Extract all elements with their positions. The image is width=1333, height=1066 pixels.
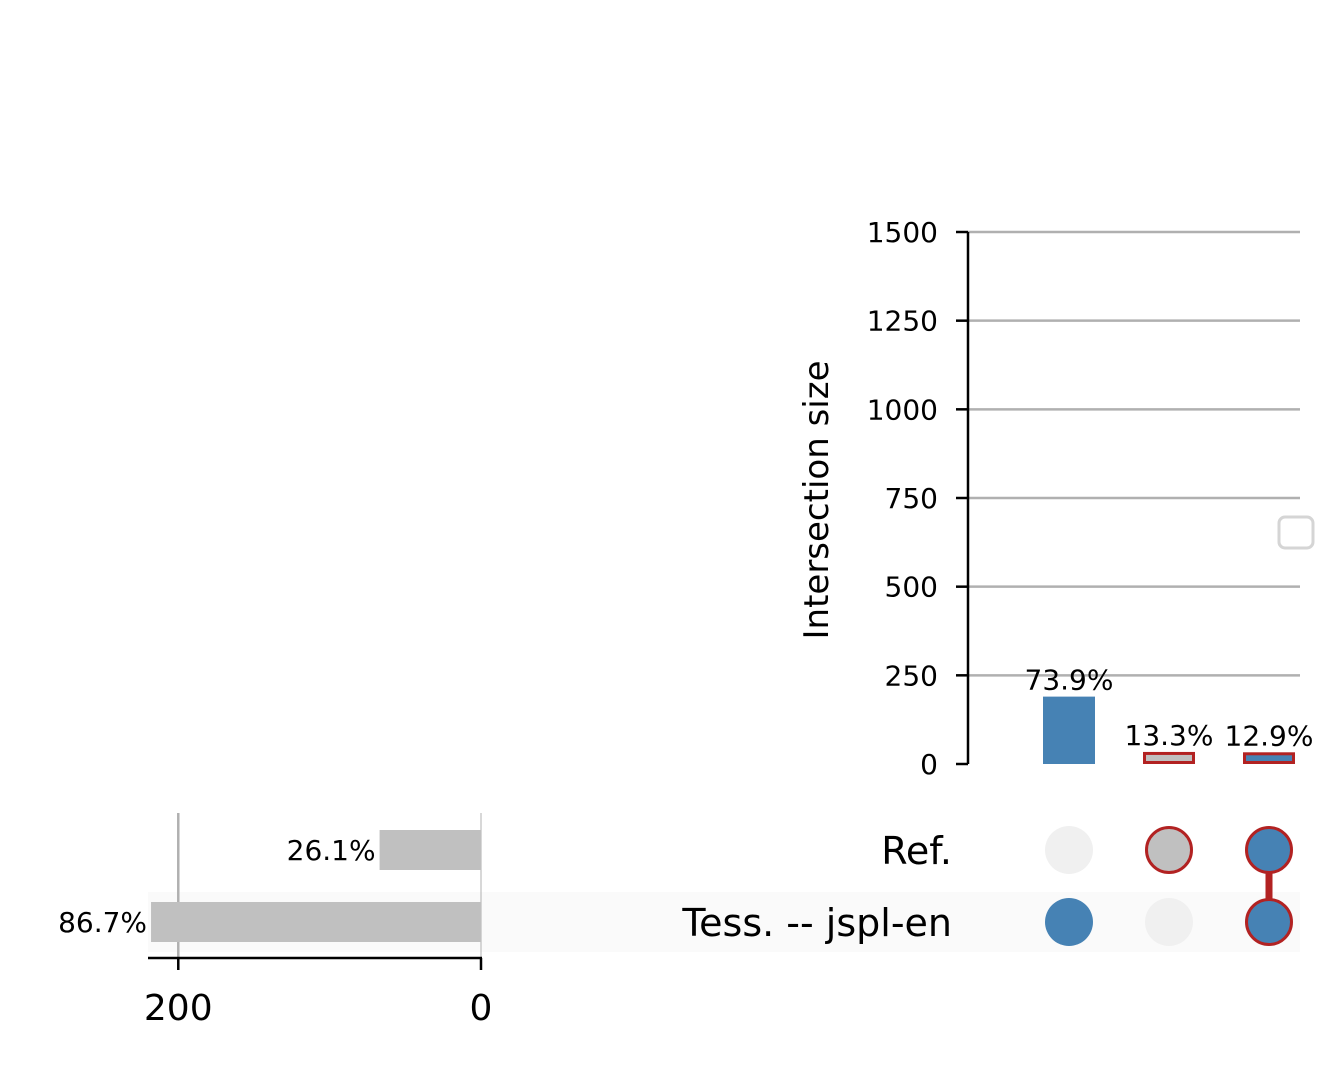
matrix-dot-active <box>1045 898 1093 946</box>
y-tick-label: 750 <box>885 482 938 515</box>
y-tick-label: 1250 <box>867 305 938 338</box>
matrix-dot-active <box>1245 898 1293 946</box>
matrix-dot-active <box>1245 826 1293 874</box>
set-name-label: Ref. <box>881 829 952 873</box>
y-axis-label: Intersection size <box>797 361 837 640</box>
set-size-label: 86.7% <box>58 906 147 939</box>
y-tick-label: 500 <box>885 571 938 604</box>
legend-box <box>1277 515 1315 550</box>
intersection-bar <box>1243 752 1295 765</box>
y-tick-label: 1000 <box>867 393 938 426</box>
intersection-bar-label: 12.9% <box>1225 719 1314 752</box>
y-tick-label: 1500 <box>867 216 938 249</box>
set-size-bar <box>151 902 481 942</box>
set-name-label: Tess. -- jspl-en <box>681 901 952 945</box>
matrix-dot-active <box>1145 826 1193 874</box>
intersection-size-panel: 0 250 500 750 1000 1250 1500 73.9% 13.3% 12.9% <box>867 216 1314 781</box>
intersection-bar <box>1043 696 1095 764</box>
set-size-panel: 26.1% 86.7% 200 0 <box>58 813 492 1029</box>
x-tick-label: 0 <box>470 988 493 1029</box>
set-size-label: 26.1% <box>287 834 376 867</box>
x-tick-label: 200 <box>144 988 213 1029</box>
y-tick-label: 0 <box>920 748 938 781</box>
y-tick-label: 250 <box>885 659 938 692</box>
matrix-dot-inactive <box>1045 826 1093 874</box>
intersection-bar-label: 73.9% <box>1025 664 1114 697</box>
matrix-dot-inactive <box>1145 898 1193 946</box>
intersection-bar-label: 13.3% <box>1125 719 1214 752</box>
intersection-bar <box>1143 751 1195 765</box>
set-size-bar <box>379 830 481 870</box>
